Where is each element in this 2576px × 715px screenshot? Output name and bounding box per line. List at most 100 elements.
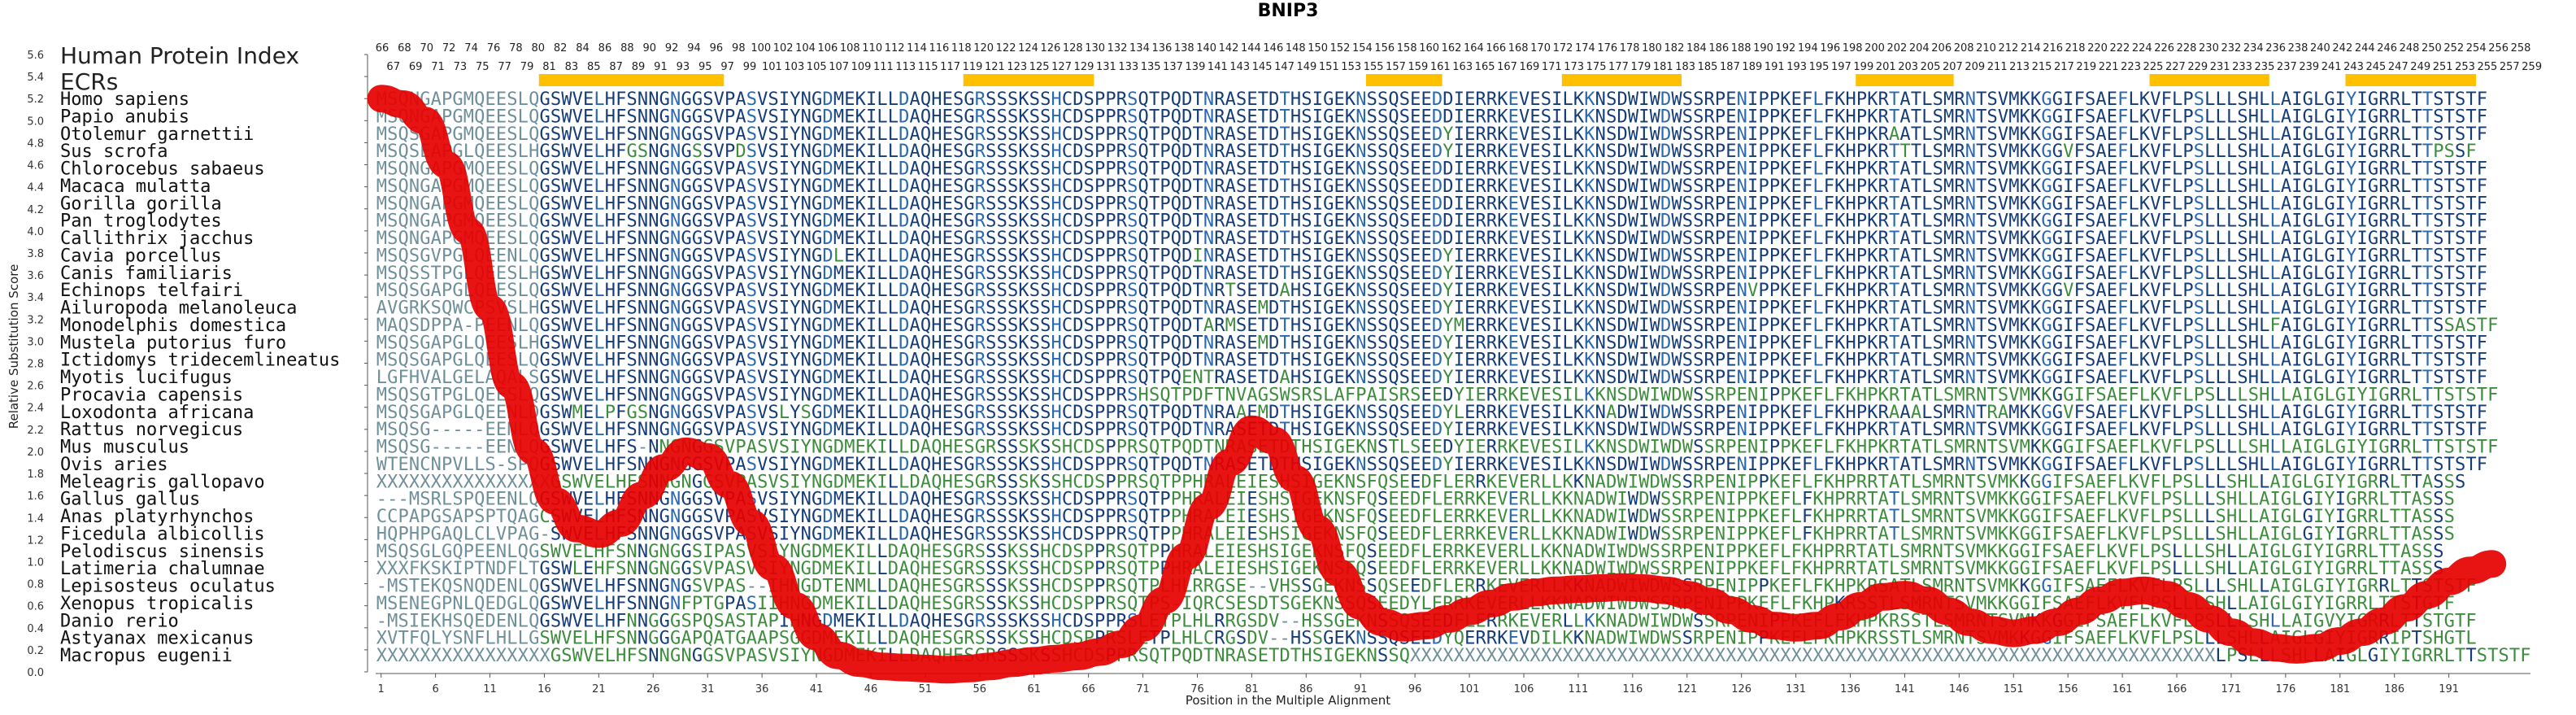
human-index-bottom-label: 99	[743, 61, 757, 73]
human-index-bottom-label: 183	[1675, 61, 1695, 73]
human-index-top-label: 216	[2043, 42, 2063, 54]
x-tick-label: 86	[1299, 683, 1313, 695]
y-tick-label: 0.6	[27, 601, 44, 613]
human-index-top-label: 208	[1954, 42, 1974, 54]
human-index-bottom-label: 77	[498, 61, 511, 73]
human-index-bottom-label: 129	[1074, 61, 1094, 73]
x-tick-label: 21	[592, 683, 606, 695]
human-index-top-label: 146	[1263, 42, 1283, 54]
human-index-top-label: 248	[2400, 42, 2420, 54]
human-index-bottom-label: 207	[1943, 61, 1963, 73]
human-index-bottom-label: 137	[1163, 61, 1183, 73]
human-index-bottom-label: 211	[1987, 61, 2008, 73]
x-tick-label: 71	[1136, 683, 1150, 695]
human-index-bottom-label: 71	[431, 61, 445, 73]
human-index-top-label: 242	[2332, 42, 2352, 54]
human-index-top-label: 240	[2310, 42, 2330, 54]
human-index-bottom-label: 125	[1029, 61, 1050, 73]
human-index-bottom-label: 197	[1831, 61, 1852, 73]
x-tick-label: 51	[919, 683, 933, 695]
x-tick-label: 121	[1677, 683, 1697, 695]
human-index-bottom-label: 203	[1898, 61, 1918, 73]
human-index-bottom-label: 127	[1051, 61, 1072, 73]
human-index-top-label: 66	[376, 42, 389, 54]
human-index-bottom-label: 87	[609, 61, 623, 73]
human-index-bottom-label: 97	[720, 61, 734, 73]
human-index-bottom-label: 185	[1698, 61, 1718, 73]
x-tick-label: 156	[2058, 683, 2078, 695]
human-index-bottom-label: 101	[762, 61, 782, 73]
human-index-bottom-label: 163	[1452, 61, 1473, 73]
human-index-bottom-label: 245	[2366, 61, 2387, 73]
x-tick-label: 41	[810, 683, 824, 695]
human-index-top-label: 168	[1508, 42, 1529, 54]
human-index-top-label: 150	[1308, 42, 1328, 54]
y-tick-label: 4.8	[27, 137, 44, 150]
human-index-top-label: 250	[2422, 42, 2442, 54]
human-index-bottom-label: 155	[1364, 61, 1384, 73]
human-index-top-label: 88	[620, 42, 634, 54]
residue: S	[2455, 472, 2465, 492]
human-index-bottom-label: 91	[654, 61, 668, 73]
human-index-top-label: 68	[398, 42, 411, 54]
human-index-bottom-label: 199	[1853, 61, 1873, 73]
x-tick-label: 36	[755, 683, 769, 695]
human-index-bottom-label: 221	[2099, 61, 2119, 73]
human-index-top-label: 96	[710, 42, 724, 54]
human-index-top-label: 90	[642, 42, 656, 54]
human-index-bottom-label: 119	[963, 61, 983, 73]
human-index-top-label: 202	[1887, 42, 1908, 54]
human-index-top-label: 104	[795, 42, 816, 54]
x-tick-label: 151	[2004, 683, 2024, 695]
human-index-bottom-label: 89	[632, 61, 646, 73]
y-tick-label: 3.0	[27, 336, 44, 348]
human-index-top-label: 134	[1129, 42, 1150, 54]
human-index-top-label: 110	[862, 42, 882, 54]
human-index-bottom-label: 219	[2076, 61, 2096, 73]
human-index-top-label: 76	[487, 42, 501, 54]
human-index-top-label: 84	[576, 42, 590, 54]
human-index-top-label: 160	[1419, 42, 1439, 54]
human-index-bottom-label: 193	[1786, 61, 1807, 73]
human-index-bottom-label: 259	[2522, 61, 2542, 73]
human-index-bottom-label: 205	[1921, 61, 1941, 73]
human-index-bottom-label: 233	[2232, 61, 2252, 73]
human-index-bottom-label: 195	[1809, 61, 1830, 73]
human-index-bottom-label: 107	[829, 61, 849, 73]
human-index-top-label: 200	[1865, 42, 1885, 54]
human-index-top-label: 212	[1998, 42, 2018, 54]
human-index-bottom-label: 79	[520, 61, 534, 73]
human-index-top-label: 258	[2511, 42, 2531, 54]
human-index-top-label: 156	[1374, 42, 1395, 54]
y-tick-label: 2.4	[27, 403, 44, 415]
x-tick-label: 26	[646, 683, 660, 695]
y-tick-label: 3.2	[27, 314, 44, 326]
x-tick-label: 146	[1949, 683, 1969, 695]
human-index-bottom-label: 133	[1118, 61, 1138, 73]
y-tick-label: 1.2	[27, 534, 44, 547]
human-index-top-label: 144	[1241, 42, 1261, 54]
human-index-top-label: 218	[2065, 42, 2086, 54]
human-index-top-label: 198	[1843, 42, 1863, 54]
human-index-bottom-label: 257	[2500, 61, 2520, 73]
ecr-bar	[964, 74, 1094, 86]
human-index-bottom-label: 201	[1876, 61, 1896, 73]
human-index-bottom-label: 217	[2054, 61, 2074, 73]
x-tick-label: 56	[973, 683, 987, 695]
human-index-top-label: 130	[1085, 42, 1105, 54]
human-index-top-label: 152	[1330, 42, 1351, 54]
x-tick-label: 81	[1245, 683, 1259, 695]
y-axis-label: Relative Substitution Score	[7, 264, 21, 429]
human-index-top-label: 82	[554, 42, 568, 54]
x-tick-label: 191	[2439, 683, 2459, 695]
residue: F	[2487, 316, 2498, 336]
y-tick-label: 5.0	[27, 116, 44, 128]
x-tick-label: 116	[1622, 683, 1643, 695]
human-index-top-label: 222	[2109, 42, 2130, 54]
human-index-bottom-label: 229	[2187, 61, 2208, 73]
x-tick-label: 6	[432, 683, 438, 695]
human-index-bottom-label: 251	[2433, 61, 2453, 73]
